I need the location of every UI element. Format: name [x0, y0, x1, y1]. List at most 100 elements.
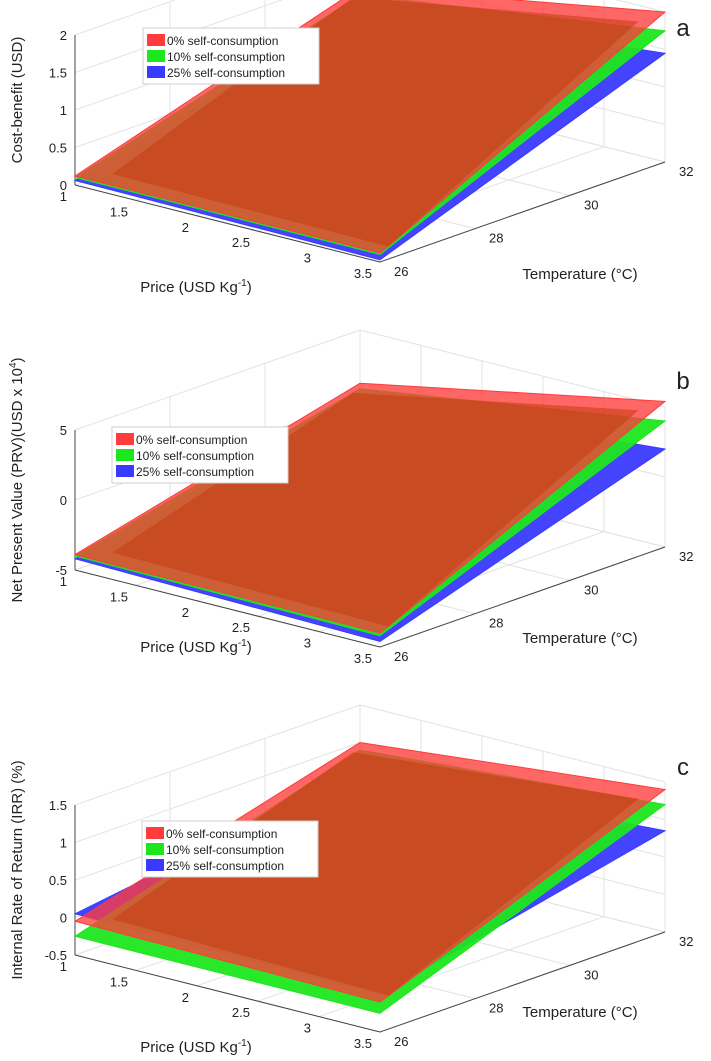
y-tick-label: 32 [679, 164, 693, 179]
legend-entry: 10% self-consumption [136, 449, 254, 463]
z-tick-label: 0 [60, 493, 67, 508]
z-tick-label: 5 [60, 423, 67, 438]
z-axis-label: Internal Rate of Return (IRR) (%) [9, 760, 26, 979]
x-axis-label: Price (USD Kg-1) [140, 278, 251, 296]
legend-swatch [147, 66, 165, 78]
z-tick-label: 0.5 [49, 873, 67, 888]
y-axis-line [379, 546, 666, 648]
x-tick-label: 3.5 [354, 266, 372, 281]
chart-panel-b: 1 1.5 2 2.5 3 3.5 26 28 30 32 -5 0 5 Price (USD Kg-1)… [8, 329, 693, 666]
panel-letter: c [677, 754, 689, 781]
y-tick-label: 26 [394, 1034, 408, 1049]
legend-entry: 0% self-consumption [136, 433, 247, 447]
z-tick-label: 1.5 [49, 66, 67, 81]
surface-shading [112, 0, 639, 247]
grid-line-z [74, 0, 177, 36]
legend-box [142, 27, 320, 85]
legend-swatch [146, 859, 164, 871]
surface-shading [112, 752, 639, 996]
z-axis-label-main: Net Present Value (PRV)(USD x 10 [9, 368, 26, 603]
legend-swatch [116, 449, 134, 461]
grid-line-z [74, 0, 284, 73]
chart-panel-c: 1 1.5 2 2.5 3 3.5 26 28 30 32 -0.5 0 0.5 1 1.5 Price (U… [9, 704, 693, 1056]
z-axis-label-tail: ) [9, 357, 26, 362]
z-axis-label-sup: 4 [8, 362, 19, 368]
y-tick-label: 30 [584, 197, 598, 212]
x-axis-line [74, 569, 381, 648]
x-tick-label: 3 [304, 636, 311, 651]
grid-line-z-back [359, 329, 666, 408]
x-tick-label: 2.5 [232, 620, 250, 635]
panel-letter: a [676, 15, 690, 42]
legend-entry: 25% self-consumption [136, 465, 254, 479]
grid-line-z [74, 742, 361, 843]
y-axis-line [379, 931, 666, 1033]
z-tick-label: 1 [60, 836, 67, 851]
x-axis-label: Price (USD Kg-1) [140, 638, 251, 656]
y-axis-label: Temperature (°C) [522, 266, 637, 283]
x-axis-label-sup: -1 [238, 1038, 247, 1049]
legend-entry: 25% self-consumption [167, 66, 285, 80]
y-tick-label: 30 [584, 582, 598, 597]
x-tick-label: 2 [182, 990, 189, 1005]
x-axis-line [74, 954, 381, 1033]
x-tick-label: 3.5 [354, 651, 372, 666]
y-axis-label: Temperature (°C) [522, 630, 637, 647]
x-axis-label-tail: ) [247, 1039, 252, 1056]
z-tick-label: 2 [60, 28, 67, 43]
legend-swatch [146, 827, 164, 839]
axis-lines [74, 805, 666, 1033]
legend-entry: 25% self-consumption [166, 859, 284, 873]
y-tick-label: 32 [679, 934, 693, 949]
x-axis-label: Price (USD Kg-1) [140, 1038, 251, 1056]
x-axis-label-sup: -1 [238, 278, 247, 289]
legend-swatch [147, 34, 165, 46]
x-tick-label: 1 [60, 574, 67, 589]
x-axis-line [74, 184, 381, 263]
z-axis-label: Cost-benefit (USD) [9, 37, 26, 164]
y-tick-label: 28 [489, 1001, 503, 1016]
grid-line-z-back [359, 704, 666, 783]
z-axis-label: Net Present Value (PRV)(USD x 104) [8, 357, 26, 602]
chart-panel-a: 1 1.5 2 2.5 3 3.5 26 28 30 32 0 0.5 1 1.5 2 Price (USD … [9, 0, 693, 296]
x-axis-label-main: Price (USD Kg [140, 279, 238, 296]
legend-entry: 0% self-consumption [166, 827, 277, 841]
surface-shading [112, 392, 639, 627]
x-tick-label: 3 [304, 251, 311, 266]
grid-line-z [74, 329, 361, 431]
y-tick-label: 28 [489, 231, 503, 246]
legend: 0% self-consumption 10% self-consumption 2… [141, 820, 319, 878]
legend-swatch [116, 433, 134, 445]
legend-entry: 10% self-consumption [167, 50, 285, 64]
legend-swatch [116, 465, 134, 477]
x-axis-label-main: Price (USD Kg [140, 639, 238, 656]
z-tick-label: 1.5 [49, 798, 67, 813]
y-tick-label: 30 [584, 967, 598, 982]
x-tick-label: 2 [182, 220, 189, 235]
x-tick-label: 1.5 [110, 974, 128, 989]
z-tick-label: 0 [60, 178, 67, 193]
legend: 0% self-consumption 10% self-consumption 2… [111, 426, 289, 484]
legend-box [141, 820, 319, 878]
axis-lines [74, 35, 666, 263]
x-tick-label: 3 [304, 1021, 311, 1036]
x-tick-label: 2.5 [232, 1005, 250, 1020]
legend-swatch [147, 50, 165, 62]
x-tick-label: 3.5 [354, 1036, 372, 1051]
z-tick-label: 0 [60, 911, 67, 926]
x-tick-label: 2 [182, 605, 189, 620]
panel-letter: b [676, 368, 689, 395]
y-axis-label: Temperature (°C) [522, 1004, 637, 1021]
legend-entry: 0% self-consumption [167, 34, 278, 48]
grid-line-z [74, 704, 361, 806]
z-axis-label-main: Internal Rate of Return (IRR) (%) [9, 760, 26, 979]
x-axis-label-sup: -1 [238, 638, 247, 649]
z-tick-label: -5 [55, 563, 67, 578]
y-tick-label: 26 [394, 264, 408, 279]
tick-labels: 1 1.5 2 2.5 3 3.5 26 28 30 32 -5 0 5 [55, 423, 693, 666]
x-tick-label: 1.5 [110, 589, 128, 604]
legend: 0% self-consumption 10% self-consumption 2… [142, 27, 320, 85]
legend-entry: 10% self-consumption [166, 843, 284, 857]
legend-swatch [146, 843, 164, 855]
